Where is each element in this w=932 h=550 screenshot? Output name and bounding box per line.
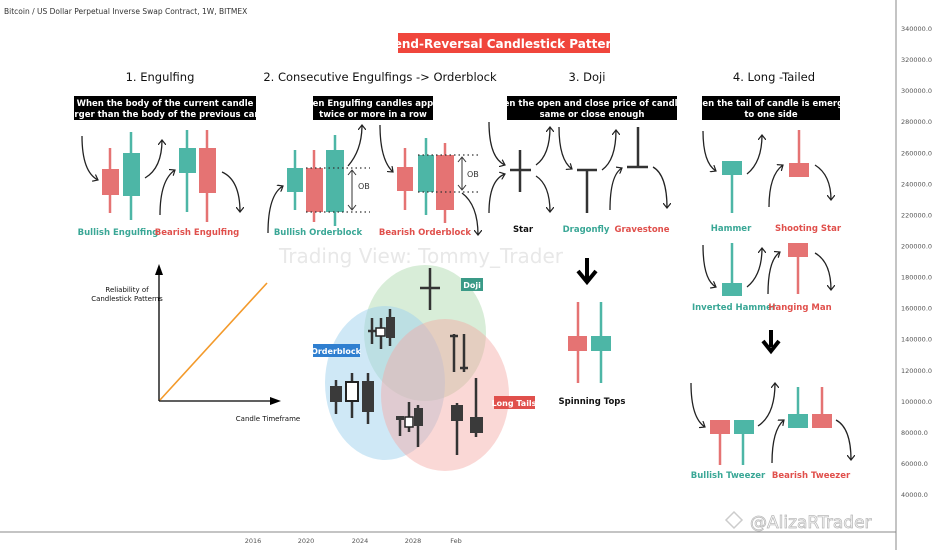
- desc-box-long-tailed: When the tail of candle is emerged to on…: [687, 96, 855, 120]
- price-label: 100000.0: [901, 398, 932, 406]
- price-label: 300000.0: [901, 87, 932, 95]
- venn-label-orderblock: Orderblock: [311, 347, 362, 356]
- author-watermark: @AlizaRTrader: [724, 510, 872, 533]
- price-label: 200000.0: [901, 242, 932, 250]
- ob-label: OB: [467, 170, 479, 179]
- label-star: Star: [513, 225, 534, 235]
- price-label: 180000.0: [901, 274, 932, 282]
- symbol-title: Bitcoin / US Dollar Perpetual Inverse Sw…: [4, 7, 247, 16]
- desc-box-doji: when the open and close price of candle …: [490, 96, 695, 120]
- bearish-orderblock-pattern: OB: [379, 124, 480, 235]
- label-bullish-tweezer: Bullish Tweezer: [691, 471, 766, 481]
- price-label: 120000.0: [901, 367, 932, 375]
- price-label: 340000.0: [901, 25, 932, 33]
- section-title-engulfing: 1. Engulfing: [126, 70, 195, 84]
- desc-line: when the open and close price of candle …: [490, 99, 695, 109]
- down-arrow-icon: [576, 258, 598, 286]
- desc-line: When Engulfing candles appear: [297, 99, 450, 109]
- label-gravestone: Gravestone: [615, 225, 670, 235]
- down-arrow-icon: [761, 330, 781, 355]
- desc-line: to one side: [744, 110, 798, 120]
- logo-icon: [724, 510, 744, 530]
- bullish-engulfing-pattern: [81, 132, 162, 220]
- venn-label-doji: Doji: [463, 281, 481, 290]
- desc-line: twice or more in a row: [319, 110, 427, 120]
- shooting-star-pattern: [768, 130, 831, 208]
- label-hammer: Hammer: [711, 224, 752, 234]
- watermark-text: Trading View: Tommy_Trader: [278, 244, 564, 268]
- desc-line: When the body of the current candle: [77, 99, 254, 109]
- label-shooting-star: Shooting Star: [775, 224, 842, 234]
- venn-circle-long-tails: [381, 319, 509, 471]
- price-label: 320000.0: [901, 56, 932, 64]
- ob-label: OB: [358, 182, 370, 191]
- reliability-chart: Reliability of Candlestick Patterns Cand…: [91, 264, 300, 423]
- hammer-pattern: [702, 130, 762, 213]
- label-bearish-orderblock: Bearish Orderblock: [379, 228, 471, 238]
- reliability-trend-line: [159, 282, 268, 401]
- price-label: 220000.0: [901, 211, 932, 219]
- bearish-engulfing-pattern: [159, 130, 240, 222]
- time-label: 2016: [245, 537, 262, 545]
- label-bearish-engulfing: Bearish Engulfing: [155, 228, 240, 238]
- label-bullish-engulfing: Bullish Engulfing: [78, 228, 159, 238]
- section-title-orderblock: 2. Consecutive Engulfings -> Orderblock: [263, 70, 497, 84]
- label-bullish-orderblock: Bullish Orderblock: [274, 228, 363, 238]
- venn-label-long-tails: Long Tails: [492, 399, 537, 408]
- price-label: 240000.0: [901, 180, 932, 188]
- venn-diagram: Doji Orderblock Long Tails: [311, 265, 537, 471]
- price-label: 280000.0: [901, 118, 932, 126]
- main-title-text: Trend-Reversal Candlestick Patterns: [381, 37, 627, 51]
- spinning-tops-pattern: [568, 302, 611, 383]
- bullish-orderblock-pattern: OB: [267, 125, 370, 234]
- price-label: 260000.0: [901, 149, 932, 157]
- bearish-tweezer-pattern: [771, 387, 851, 464]
- dragonfly-doji: [558, 126, 616, 213]
- price-label: 80000.0: [901, 429, 928, 437]
- desc-box-engulfing: When the body of the current candle is l…: [55, 96, 276, 120]
- reliability-ylabel: Reliability of: [105, 286, 149, 294]
- desc-line: is larger than the body of the previous …: [55, 110, 276, 120]
- time-label: Feb: [450, 537, 462, 545]
- bullish-tweezer-pattern: [690, 383, 775, 465]
- desc-line: When the tail of candle is emerged: [687, 99, 855, 109]
- desc-box-orderblock: When Engulfing candles appear twice or m…: [297, 96, 450, 120]
- inverted-hammer-pattern: [702, 243, 762, 296]
- label-spinning-tops: Spinning Tops: [559, 397, 626, 407]
- author-watermark-text: @AlizaRTrader: [750, 513, 872, 533]
- label-inverted-hammer: Inverted Hammer: [692, 303, 777, 313]
- time-label: 2020: [298, 537, 315, 545]
- hanging-man-pattern: [767, 243, 831, 295]
- star-doji: [488, 121, 550, 214]
- price-label: 60000.0: [901, 460, 928, 468]
- time-label: 2028: [405, 537, 422, 545]
- main-title: Trend-Reversal Candlestick Patterns: [381, 33, 627, 53]
- price-label: 160000.0: [901, 305, 932, 313]
- price-label: 40000.0: [901, 491, 928, 499]
- desc-line: same or close enough: [540, 110, 645, 120]
- label-bearish-tweezer: Bearish Tweezer: [772, 471, 851, 481]
- price-label: 140000.0: [901, 336, 932, 344]
- gravestone-doji: [609, 127, 667, 211]
- label-dragonfly: Dragonfly: [563, 225, 610, 235]
- time-label: 2024: [352, 537, 369, 545]
- section-title-long-tailed: 4. Long -Tailed: [733, 70, 815, 84]
- section-title-doji: 3. Doji: [569, 70, 606, 84]
- label-hanging-man: Hanging Man: [768, 303, 831, 313]
- reliability-ylabel: Candlestick Patterns: [91, 295, 163, 303]
- time-axis[interactable]: 2016 2020 2024 2028 Feb: [0, 531, 896, 545]
- reliability-xlabel: Candle Timeframe: [236, 415, 300, 423]
